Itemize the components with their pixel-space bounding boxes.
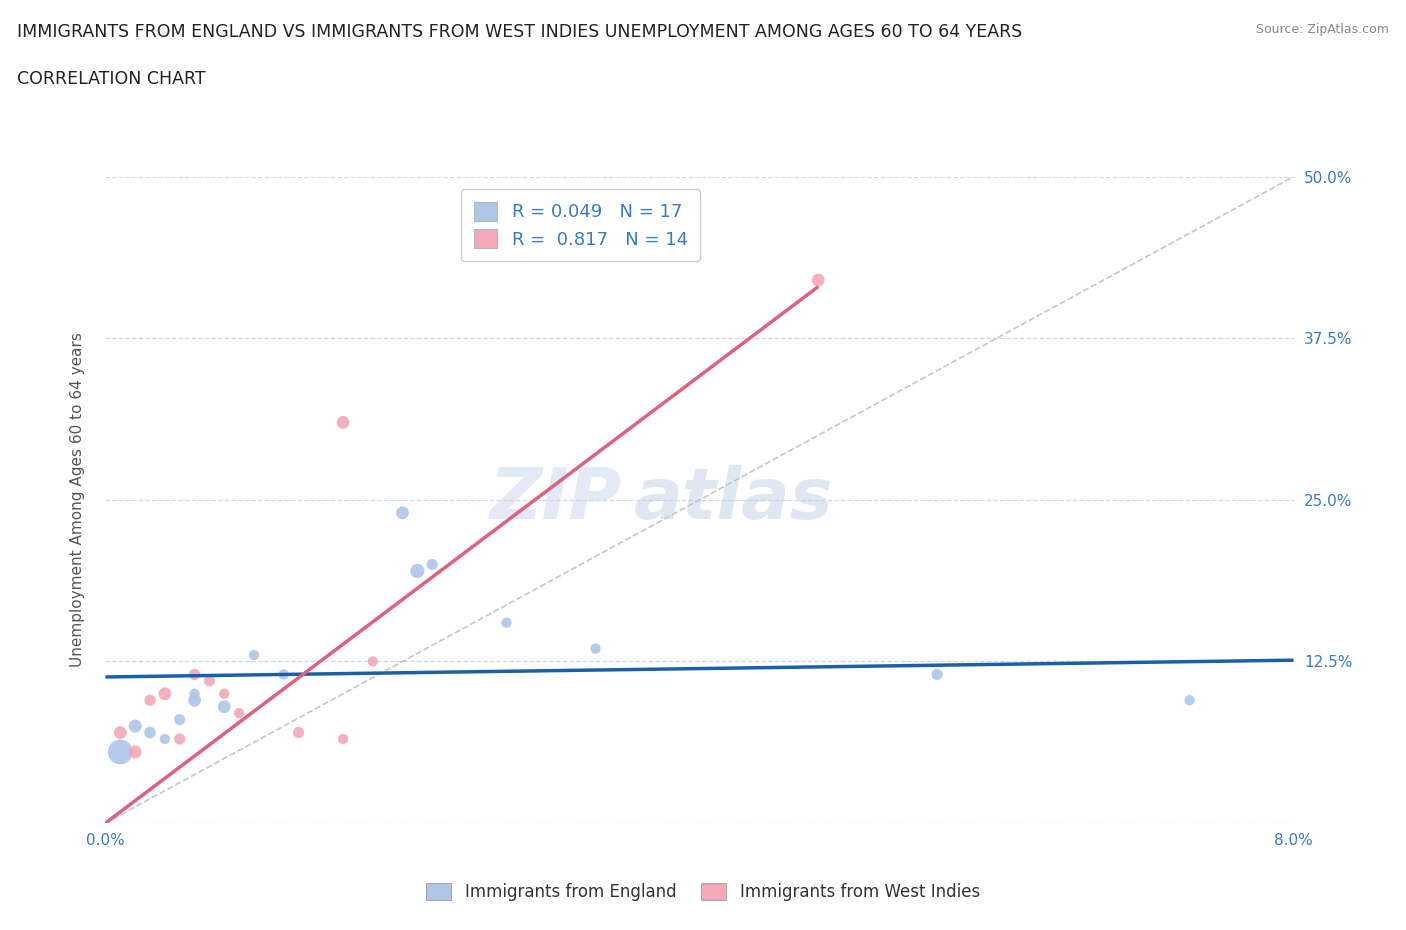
Point [228, 706, 250, 721]
Point [495, 616, 517, 631]
Legend: R = 0.049   N = 17, R =  0.817   N = 14: R = 0.049 N = 17, R = 0.817 N = 14 [461, 189, 700, 261]
Point [214, 699, 236, 714]
Point [139, 725, 162, 740]
Point [273, 667, 295, 682]
Point [183, 693, 205, 708]
Text: Source: ZipAtlas.com: Source: ZipAtlas.com [1256, 23, 1389, 36]
Point [361, 654, 384, 669]
Point [124, 719, 146, 734]
Point [124, 745, 146, 760]
Point [420, 557, 443, 572]
Point [183, 667, 205, 682]
Text: CORRELATION CHART: CORRELATION CHART [17, 70, 205, 87]
Point [332, 732, 354, 747]
Text: atlas: atlas [634, 465, 834, 535]
Point [110, 745, 132, 760]
Point [153, 686, 176, 701]
Point [139, 693, 162, 708]
Y-axis label: Unemployment Among Ages 60 to 64 years: Unemployment Among Ages 60 to 64 years [70, 332, 84, 668]
Point [585, 641, 607, 656]
Point [214, 686, 236, 701]
Point [927, 667, 949, 682]
Point [183, 686, 205, 701]
Point [243, 647, 266, 662]
Point [807, 272, 830, 287]
Point [153, 732, 176, 747]
Point [169, 712, 191, 727]
Point [1178, 693, 1201, 708]
Point [198, 673, 221, 688]
Point [169, 732, 191, 747]
Text: ZIP: ZIP [491, 465, 623, 535]
Legend: Immigrants from England, Immigrants from West Indies: Immigrants from England, Immigrants from… [419, 876, 987, 908]
Point [391, 505, 413, 520]
Point [110, 725, 132, 740]
Point [287, 725, 309, 740]
Text: IMMIGRANTS FROM ENGLAND VS IMMIGRANTS FROM WEST INDIES UNEMPLOYMENT AMONG AGES 6: IMMIGRANTS FROM ENGLAND VS IMMIGRANTS FR… [17, 23, 1022, 41]
Point [332, 415, 354, 430]
Point [406, 564, 429, 578]
